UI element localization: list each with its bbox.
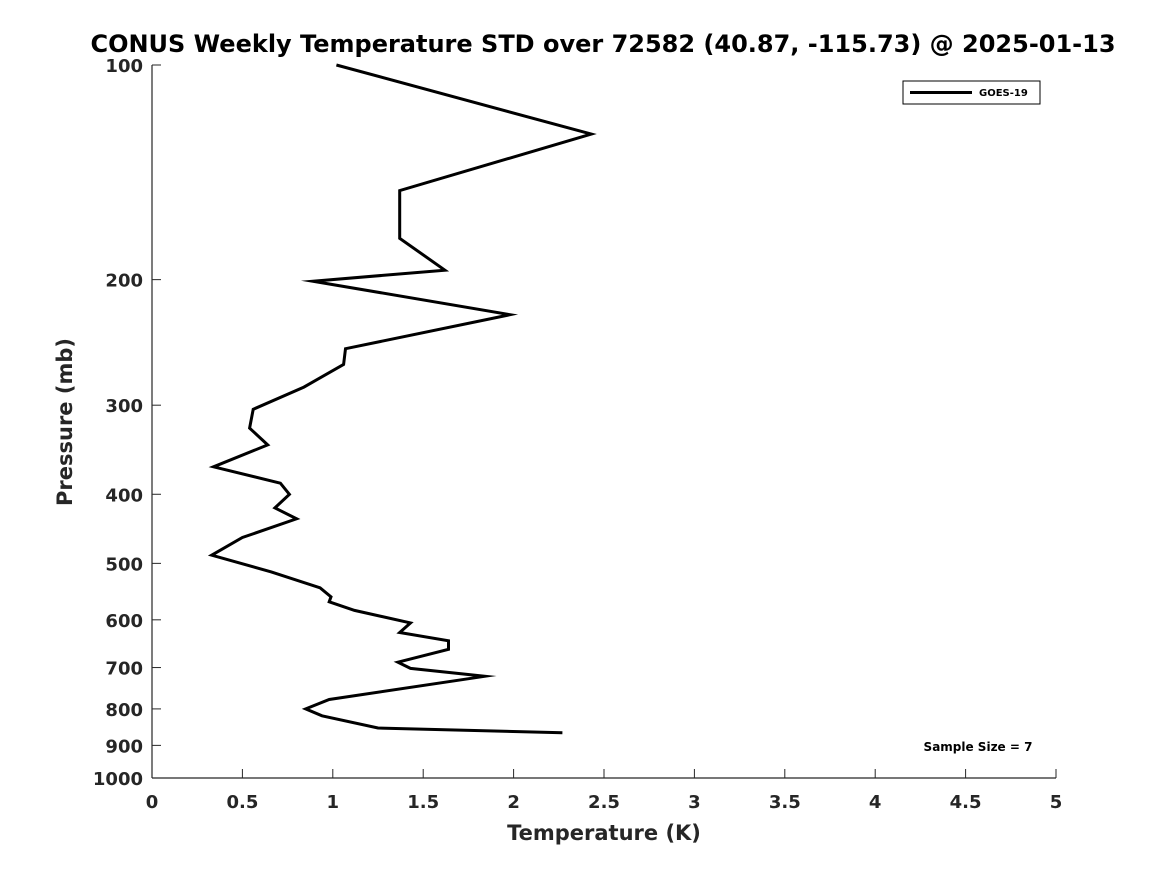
chart-title: CONUS Weekly Temperature STD over 72582 …: [90, 30, 1115, 58]
x-tick-label: 5: [1050, 792, 1063, 813]
series-layer: [207, 63, 597, 735]
y-tick-label: 1000: [93, 769, 143, 790]
y-tick-label: 600: [105, 611, 143, 632]
x-tick-label: 4.5: [950, 792, 982, 813]
sample-size-annotation: Sample Size = 7: [924, 740, 1033, 754]
y-tick-label: 200: [105, 271, 143, 292]
axes: 0 0.5 1 1.5 2 2.5 3 3.5 4 4.5 5 100 200 300 400 500 600 7…: [93, 56, 1062, 813]
y-tick-label: 300: [105, 396, 143, 417]
y-tick-label: 100: [105, 56, 143, 77]
y-tick-label: 500: [105, 554, 143, 575]
x-tick-label: 3: [688, 792, 701, 813]
y-tick-label: 900: [105, 736, 143, 757]
y-axis-label: Pressure (mb): [53, 338, 77, 506]
x-tick-label: 4: [869, 792, 882, 813]
x-tick-label: 3.5: [769, 792, 801, 813]
x-tick-label: 2.5: [588, 792, 620, 813]
x-tick-label: 1: [327, 792, 340, 813]
x-tick-label: 1.5: [407, 792, 439, 813]
x-axis-label: Temperature (K): [507, 821, 701, 845]
x-tick-label: 0: [146, 792, 159, 813]
legend: GOES-19: [902, 80, 1041, 105]
x-tick-label: 2: [507, 792, 520, 813]
legend-label-goes-19: GOES-19: [979, 88, 1028, 99]
x-tick-label: 0.5: [226, 792, 258, 813]
series-line-goes-19: [207, 63, 597, 735]
y-tick-label: 800: [105, 700, 143, 721]
y-tick-label: 400: [105, 485, 143, 506]
y-tick-label: 700: [105, 659, 143, 680]
